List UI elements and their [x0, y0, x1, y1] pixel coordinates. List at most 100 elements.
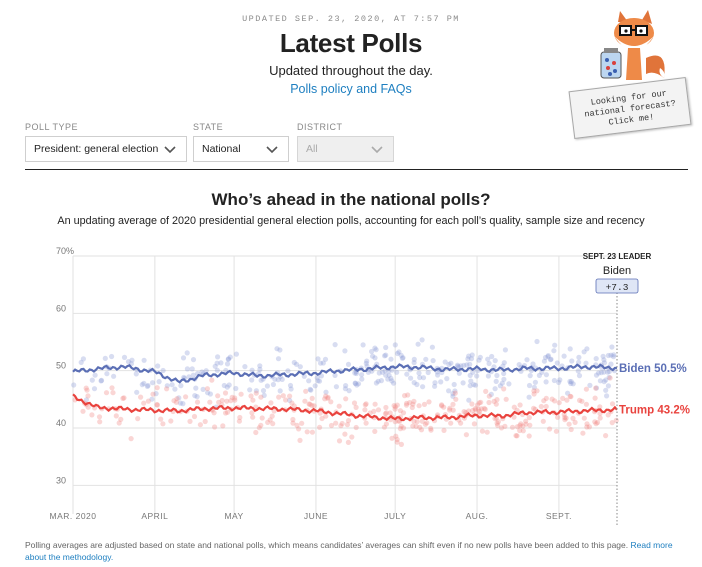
poll-dot — [336, 403, 342, 409]
poll-dot — [381, 424, 387, 430]
poll-dot — [584, 346, 590, 352]
polling-average-chart[interactable]: 30 40 50 60 70% MAR. 2020 APRIL MAY JUNE JULY AUG.… — [0, 240, 702, 532]
poll-dot — [398, 423, 404, 429]
poll-dot — [426, 399, 432, 405]
poll-dot — [277, 347, 283, 353]
poll-dot — [492, 386, 498, 392]
poll-dot — [568, 380, 574, 387]
poll-dot — [129, 357, 135, 363]
poll-dot — [455, 363, 461, 369]
poll-dot — [345, 418, 352, 424]
poll-dot — [549, 396, 555, 402]
poll-dot — [392, 406, 398, 412]
state-select[interactable]: National — [193, 136, 289, 162]
poll-dot — [189, 366, 195, 372]
poll-dot — [458, 420, 464, 426]
poll-dot — [299, 420, 305, 426]
poll-dot — [113, 413, 119, 419]
poll-dot — [308, 387, 314, 393]
poll-dot — [317, 424, 323, 430]
poll-dot — [109, 353, 115, 360]
poll-dot — [149, 396, 155, 402]
poll-dot — [290, 420, 296, 426]
poll-dot — [547, 357, 554, 363]
poll-dot — [483, 388, 489, 394]
poll-dot — [223, 410, 229, 416]
poll-dot — [215, 393, 221, 399]
poll-dot — [441, 404, 447, 410]
poll-dot — [89, 412, 95, 418]
poll-dot — [468, 378, 474, 384]
poll-dot — [417, 424, 423, 430]
poll-dot — [89, 377, 95, 383]
poll-dot — [567, 346, 573, 352]
poll-dot — [297, 364, 303, 370]
poll-dot — [229, 394, 235, 400]
poll-dot — [209, 377, 215, 383]
polls-policy-link[interactable]: Polls policy and FAQs — [290, 82, 412, 96]
poll-dot — [224, 384, 230, 390]
poll-dot — [543, 372, 550, 378]
poll-dot — [171, 398, 177, 404]
poll-dot — [592, 419, 598, 425]
leader-margin-badge — [595, 278, 639, 294]
poll-dot — [454, 362, 461, 368]
poll-dot — [499, 380, 505, 386]
poll-dot — [545, 354, 551, 360]
poll-dot — [411, 360, 417, 366]
poll-dot — [164, 386, 170, 392]
poll-dot — [383, 372, 389, 378]
poll-dot — [256, 425, 262, 431]
poll-type-select[interactable]: President: general election — [25, 136, 187, 162]
end-label-biden: Biden 50.5% — [619, 363, 687, 375]
poll-dot — [601, 360, 608, 366]
poll-dot — [391, 380, 397, 386]
poll-dot — [211, 410, 217, 416]
poll-dot — [379, 369, 386, 375]
poll-dot — [205, 390, 211, 396]
poll-dot — [532, 379, 539, 385]
poll-dot — [102, 355, 108, 361]
poll-dot — [283, 397, 289, 403]
poll-dot — [531, 384, 537, 390]
poll-dot — [238, 391, 244, 397]
poll-dot — [493, 401, 499, 407]
poll-dot — [160, 421, 166, 427]
y-tick-label: 50 — [56, 361, 66, 371]
x-tick-label: JUNE — [304, 511, 328, 521]
poll-dot — [396, 349, 402, 355]
poll-dot — [414, 381, 420, 388]
page-title: Latest Polls — [279, 28, 423, 58]
poll-dot — [362, 402, 368, 408]
poll-dot — [526, 394, 532, 400]
methodology-link[interactable]: Read more about the methodology. — [25, 540, 673, 562]
poll-dot — [376, 370, 382, 376]
fox-mascot-icon[interactable] — [584, 8, 676, 90]
poll-dot — [593, 385, 599, 391]
poll-dot — [553, 428, 560, 434]
poll-dot — [554, 360, 560, 366]
poll-dot — [164, 383, 170, 389]
poll-dot — [466, 408, 472, 414]
poll-dot — [312, 383, 318, 389]
poll-dot — [226, 382, 232, 388]
poll-dot — [104, 371, 110, 377]
poll-dot — [527, 422, 533, 428]
poll-dot — [453, 396, 459, 402]
poll-dot — [605, 352, 612, 359]
end-label-trump: Trump 43.2% — [619, 405, 690, 417]
poll-dot — [80, 356, 86, 362]
poll-dot — [430, 358, 436, 364]
poll-dot — [526, 382, 533, 389]
series-line-trump — [72, 393, 618, 422]
poll-dot — [382, 411, 389, 417]
poll-dot — [413, 423, 419, 429]
poll-dot — [576, 373, 583, 379]
poll-dot — [464, 362, 470, 368]
poll-dot — [482, 406, 488, 412]
poll-dot — [302, 398, 308, 404]
poll-dot — [470, 369, 476, 375]
poll-dot — [343, 396, 349, 402]
poll-dot — [268, 400, 274, 406]
poll-dot — [420, 375, 427, 381]
